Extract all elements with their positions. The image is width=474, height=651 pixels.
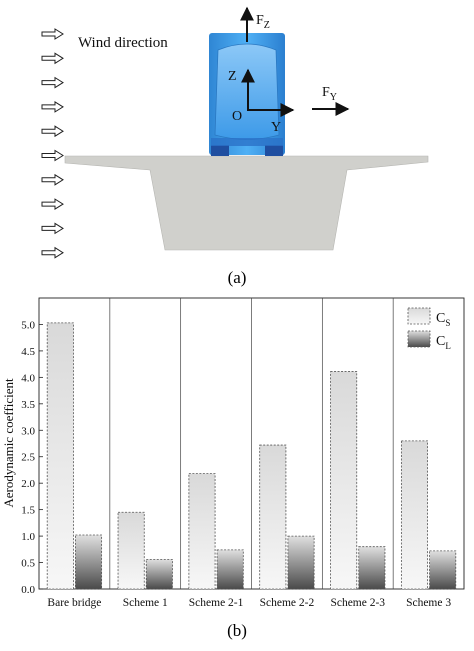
y-tick-label: 3.0 xyxy=(21,425,35,437)
y-tick-label: 0.5 xyxy=(21,558,35,570)
panel-b-caption: (b) xyxy=(227,621,247,640)
bar-cl-2 xyxy=(216,549,244,590)
axis-z-label: Z xyxy=(228,69,237,84)
x-tick-label: Scheme 2-2 xyxy=(260,597,315,609)
y-tick-label: 3.5 xyxy=(21,399,35,411)
wind-arrow-icon xyxy=(41,198,64,211)
bars xyxy=(46,322,457,590)
axis-y-label: Y xyxy=(271,120,281,135)
bar-cs-4 xyxy=(330,371,358,590)
bar-cs-5 xyxy=(400,440,428,590)
wind-arrow-icon xyxy=(41,52,64,65)
wind-arrows xyxy=(41,28,64,259)
x-tick-label: Scheme 3 xyxy=(406,597,451,609)
bar-cl-0 xyxy=(75,534,103,590)
bar-cl-4 xyxy=(358,546,386,590)
bar-cl-5 xyxy=(429,550,457,590)
bar-cs-2 xyxy=(188,473,216,590)
panel-b-chart: 0.0 0.5 1.0 1.5 2.0 2.5 3.0 3.5 4.0 4.5 5.0 Bare b… xyxy=(1,297,465,640)
wind-arrow-icon xyxy=(41,173,64,186)
wind-arrow-icon xyxy=(41,222,64,235)
wind-arrow-icon xyxy=(41,28,64,40)
wind-arrow-icon xyxy=(41,125,64,138)
y-tick-label: 0.0 xyxy=(21,584,35,596)
y-tick-label: 4.0 xyxy=(21,372,35,384)
bar-cs-1 xyxy=(117,511,145,590)
legend-swatch-cl xyxy=(407,330,431,348)
legend-swatch-cs xyxy=(407,307,431,325)
bridge-deck xyxy=(64,155,429,251)
panel-a-diagram: Wind direction Z O Y FZ FY (a) xyxy=(41,6,429,287)
bar-cl-3 xyxy=(287,535,315,590)
legend: CS CL xyxy=(407,307,451,351)
wind-arrow-icon xyxy=(41,246,64,259)
y-tick-label: 2.0 xyxy=(21,478,35,490)
wind-arrow-icon xyxy=(41,76,64,89)
y-tick-label: 2.5 xyxy=(21,452,35,464)
lift-force-label: FZ xyxy=(256,13,270,31)
bar-cs-0 xyxy=(46,322,74,590)
x-tick-label: Bare bridge xyxy=(47,597,101,609)
y-tick-label: 1.0 xyxy=(21,531,35,543)
bar-cs-3 xyxy=(259,444,287,590)
y-ticks: 0.0 0.5 1.0 1.5 2.0 2.5 3.0 3.5 4.0 4.5 5.0 xyxy=(21,319,43,596)
legend-label-cl: CL xyxy=(436,334,451,351)
x-tick-label: Scheme 1 xyxy=(123,597,168,609)
origin-label: O xyxy=(232,109,242,124)
y-tick-label: 4.5 xyxy=(21,346,35,358)
bar-cl-1 xyxy=(145,558,173,590)
legend-label-cs: CS xyxy=(436,311,450,328)
panel-a-caption: (a) xyxy=(228,268,247,287)
y-axis-label: Aerodynamic coefficient xyxy=(1,378,16,508)
x-ticks: Bare bridge Scheme 1 Scheme 2-1 Scheme 2-2 S… xyxy=(47,597,451,609)
wind-arrow-icon xyxy=(41,149,64,162)
wind-direction-label: Wind direction xyxy=(78,35,168,51)
drag-force-label: FY xyxy=(322,85,337,103)
x-tick-label: Scheme 2-1 xyxy=(189,597,244,609)
wind-arrow-icon xyxy=(41,100,64,113)
x-tick-label: Scheme 2-3 xyxy=(330,597,385,609)
category-separators xyxy=(109,298,394,589)
y-tick-label: 5.0 xyxy=(21,319,35,331)
y-tick-label: 1.5 xyxy=(21,505,35,517)
